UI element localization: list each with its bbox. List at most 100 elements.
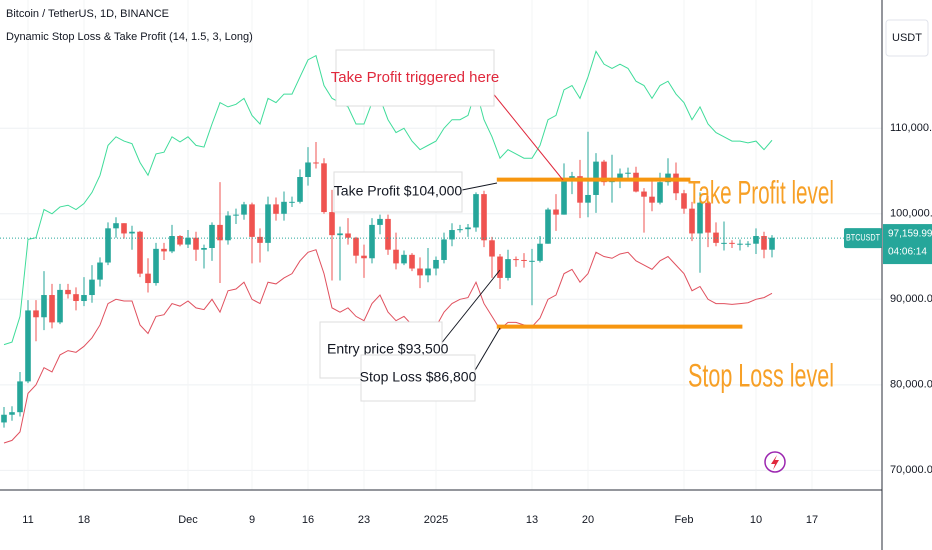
- alert-icon: [764, 451, 786, 473]
- candle-body: [353, 237, 359, 256]
- candle-body: [625, 172, 631, 174]
- chart-title: Bitcoin / TetherUS, 1D, BINANCE: [6, 8, 169, 20]
- candle-body: [321, 163, 327, 213]
- candle-body: [129, 231, 135, 234]
- annotation-box: [333, 171, 463, 213]
- candle-body: [537, 243, 543, 261]
- candle-body: [433, 259, 439, 269]
- candle-body: [177, 236, 183, 245]
- candle-body: [233, 214, 239, 216]
- candle-body: [73, 294, 79, 302]
- candle-body: [361, 255, 367, 259]
- x-tick-label: 23: [358, 514, 370, 526]
- candle-body: [369, 224, 375, 259]
- candle-body: [521, 259, 527, 261]
- candle-body: [209, 224, 215, 248]
- candle-body: [681, 193, 687, 209]
- candle-body: [305, 162, 311, 178]
- x-tick-label: Dec: [178, 514, 198, 526]
- candle-body: [457, 229, 463, 231]
- candle-body: [281, 201, 287, 214]
- symbol-tag: [844, 228, 882, 249]
- candle-body: [745, 243, 751, 245]
- candle-body: [561, 178, 567, 215]
- axis-labels: 70,000.0080,000.0090,000.00100,000.00110…: [22, 122, 932, 526]
- candle-body: [49, 295, 55, 323]
- x-tick-label: 17: [806, 514, 818, 526]
- candle-body: [337, 233, 343, 236]
- x-tick-label: 10: [750, 514, 762, 526]
- candle-body: [273, 204, 279, 214]
- candle-body: [441, 239, 447, 260]
- candle-body: [417, 268, 423, 276]
- candle-body: [33, 310, 39, 318]
- x-tick-label: 16: [302, 514, 314, 526]
- band-line: [3, 249, 773, 444]
- candle-body: [17, 381, 23, 413]
- candle-body: [345, 233, 351, 238]
- candle-body: [489, 240, 495, 257]
- candle-body: [713, 232, 719, 243]
- candle-body: [401, 254, 407, 264]
- currency-label[interactable]: USDT: [892, 32, 922, 44]
- candle-body: [393, 249, 399, 264]
- candle-body: [217, 224, 223, 241]
- band-line: [3, 50, 773, 346]
- level-label: Stop Loss level: [688, 357, 834, 393]
- candle-body: [473, 194, 479, 228]
- annotation-text: Take Profit triggered here: [331, 69, 499, 86]
- candle-body: [329, 212, 335, 236]
- candle-body: [505, 259, 511, 278]
- candle-body: [721, 242, 727, 244]
- currency-button[interactable]: [885, 19, 929, 57]
- candles: [1, 131, 775, 428]
- price-tag: [883, 224, 932, 265]
- candle-body: [193, 237, 199, 250]
- x-tick-label: 13: [526, 514, 538, 526]
- candle-body: [513, 259, 519, 261]
- candle-body: [409, 254, 415, 269]
- candle-body: [377, 218, 383, 225]
- candle-body: [497, 256, 503, 278]
- candle-body: [57, 289, 63, 323]
- candle-body: [265, 204, 271, 243]
- candle-body: [169, 236, 175, 252]
- annotation-text: Stop Loss $86,800: [360, 369, 477, 385]
- countdown-label: 04:06:14: [888, 247, 927, 258]
- levels: Take Profit level Stop Loss level: [0, 174, 882, 393]
- candle-body: [161, 248, 167, 252]
- annotation-box: [360, 354, 476, 402]
- leader-line: [439, 269, 501, 346]
- candle-body: [553, 209, 559, 215]
- candle-body: [113, 223, 119, 229]
- candle-body: [185, 237, 191, 245]
- candle-body: [569, 176, 575, 179]
- y-tick-label: 110,000.00: [890, 122, 932, 134]
- candle-body: [89, 279, 95, 296]
- candle-body: [697, 202, 703, 234]
- candle-body: [41, 295, 47, 318]
- candle-body: [657, 182, 663, 203]
- candle-body: [105, 228, 111, 263]
- candle-body: [153, 248, 159, 284]
- candle-body: [753, 236, 759, 244]
- candle-body: [601, 161, 607, 183]
- candle-body: [633, 172, 639, 192]
- candle-body: [25, 310, 31, 382]
- candle-body: [761, 236, 767, 250]
- annotations: Take Profit triggered here Take Profit $…: [319, 49, 564, 402]
- candle-body: [249, 204, 255, 237]
- time-axis: [0, 490, 882, 550]
- candle-body: [585, 194, 591, 203]
- candle-body: [225, 215, 231, 241]
- candle-body: [705, 202, 711, 233]
- candle-body: [641, 191, 647, 197]
- candle-body: [649, 196, 655, 203]
- candle-body: [241, 204, 247, 215]
- candle-body: [97, 262, 103, 280]
- candle-body: [313, 162, 319, 164]
- candle-body: [9, 412, 15, 415]
- candle-body: [81, 295, 87, 302]
